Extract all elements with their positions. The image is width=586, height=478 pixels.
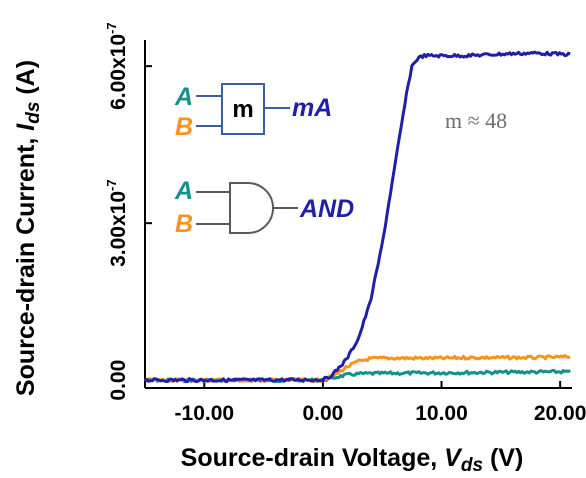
x-tick-label: 10.00 [415,402,468,425]
y-tick-label: 6.00x10-7 [104,22,130,109]
y-ticks: 0.00 3.00x10-7 6.00x10-7 [104,22,152,401]
x-tick-label: -10.00 [175,402,235,425]
series-group [143,50,571,384]
and-output-label: AND [299,195,354,223]
ma-block-box [221,83,265,135]
ma-output-label: mA [292,94,332,122]
ma-input-a-label: A [174,83,193,111]
ma-block-diagram: A B m mA [174,83,332,141]
x-ticks: -10.00 0.00 10.00 20.00 [175,381,586,425]
series-line-ma [143,50,571,384]
and-gate-icon [229,182,274,234]
y-tick-label: 0.00 [107,360,130,401]
and-gate-diagram: A B AND [174,177,354,238]
x-tick-label: 20.00 [534,402,586,425]
x-axis-title: Source-drain Voltage, Vds (V) [181,444,524,476]
ratio-annotation: m ≈ 48 [445,108,507,133]
series-line-and [143,354,571,384]
x-tick-label: 0.00 [302,402,343,425]
y-tick-label: 3.00x10-7 [104,179,130,266]
ma-block-label: m [232,96,253,123]
and-input-a-label: A [174,177,193,205]
and-input-b-label: B [175,210,193,238]
ma-input-b-label: B [175,113,193,141]
y-axis-title: Source-drain Current, Ids (A) [12,60,44,396]
